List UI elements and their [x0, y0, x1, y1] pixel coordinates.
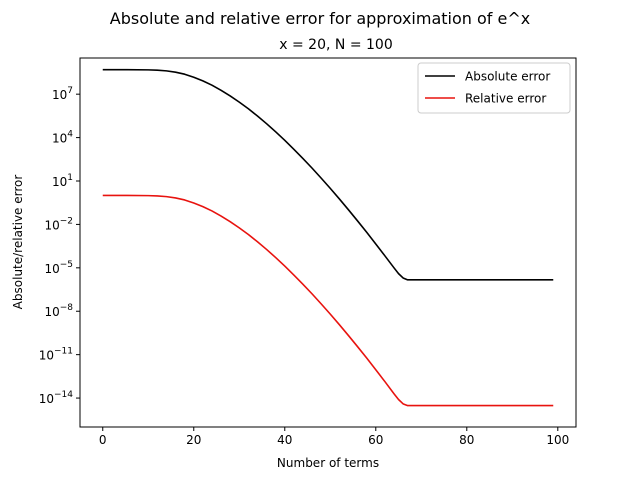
- x-tick-label: 0: [99, 433, 107, 447]
- y-tick-label: 10−11: [39, 347, 73, 363]
- series-line-relative-error: [102, 194, 554, 407]
- ticks-layer: 0 20 40 60 80 100 107 104 101 10−2 10−5 10−8 10−11 10…: [39, 86, 570, 447]
- chart-title: Absolute and relative error for approxim…: [110, 9, 530, 28]
- series-layer: [102, 68, 554, 407]
- y-tick-label: 10−5: [44, 260, 73, 276]
- x-tick-label: 100: [546, 433, 569, 447]
- x-tick-label: 60: [368, 433, 383, 447]
- y-tick-label: 10−14: [39, 390, 74, 406]
- x-tick-label: 80: [459, 433, 474, 447]
- y-tick-label: 10−8: [44, 303, 73, 319]
- y-tick-label: 101: [52, 173, 73, 189]
- plot-frame: [79, 57, 577, 428]
- y-tick-label: 10−2: [44, 216, 73, 232]
- legend-label-relative-error: Relative error: [465, 92, 546, 106]
- x-tick-label: 20: [186, 433, 201, 447]
- x-axis-label: Number of terms: [277, 456, 379, 470]
- y-tick-label: 107: [52, 86, 73, 102]
- legend-box: [417, 62, 571, 114]
- x-tick-label: 40: [277, 433, 292, 447]
- chart-subtitle: x = 20, N = 100: [279, 37, 392, 53]
- legend: Absolute error Relative error: [417, 62, 571, 114]
- y-axis-label: Absolute/relative error: [11, 175, 25, 310]
- legend-label-absolute-error: Absolute error: [465, 70, 550, 84]
- series-line-absolute-error: [102, 68, 554, 281]
- y-tick-label: 104: [52, 130, 73, 146]
